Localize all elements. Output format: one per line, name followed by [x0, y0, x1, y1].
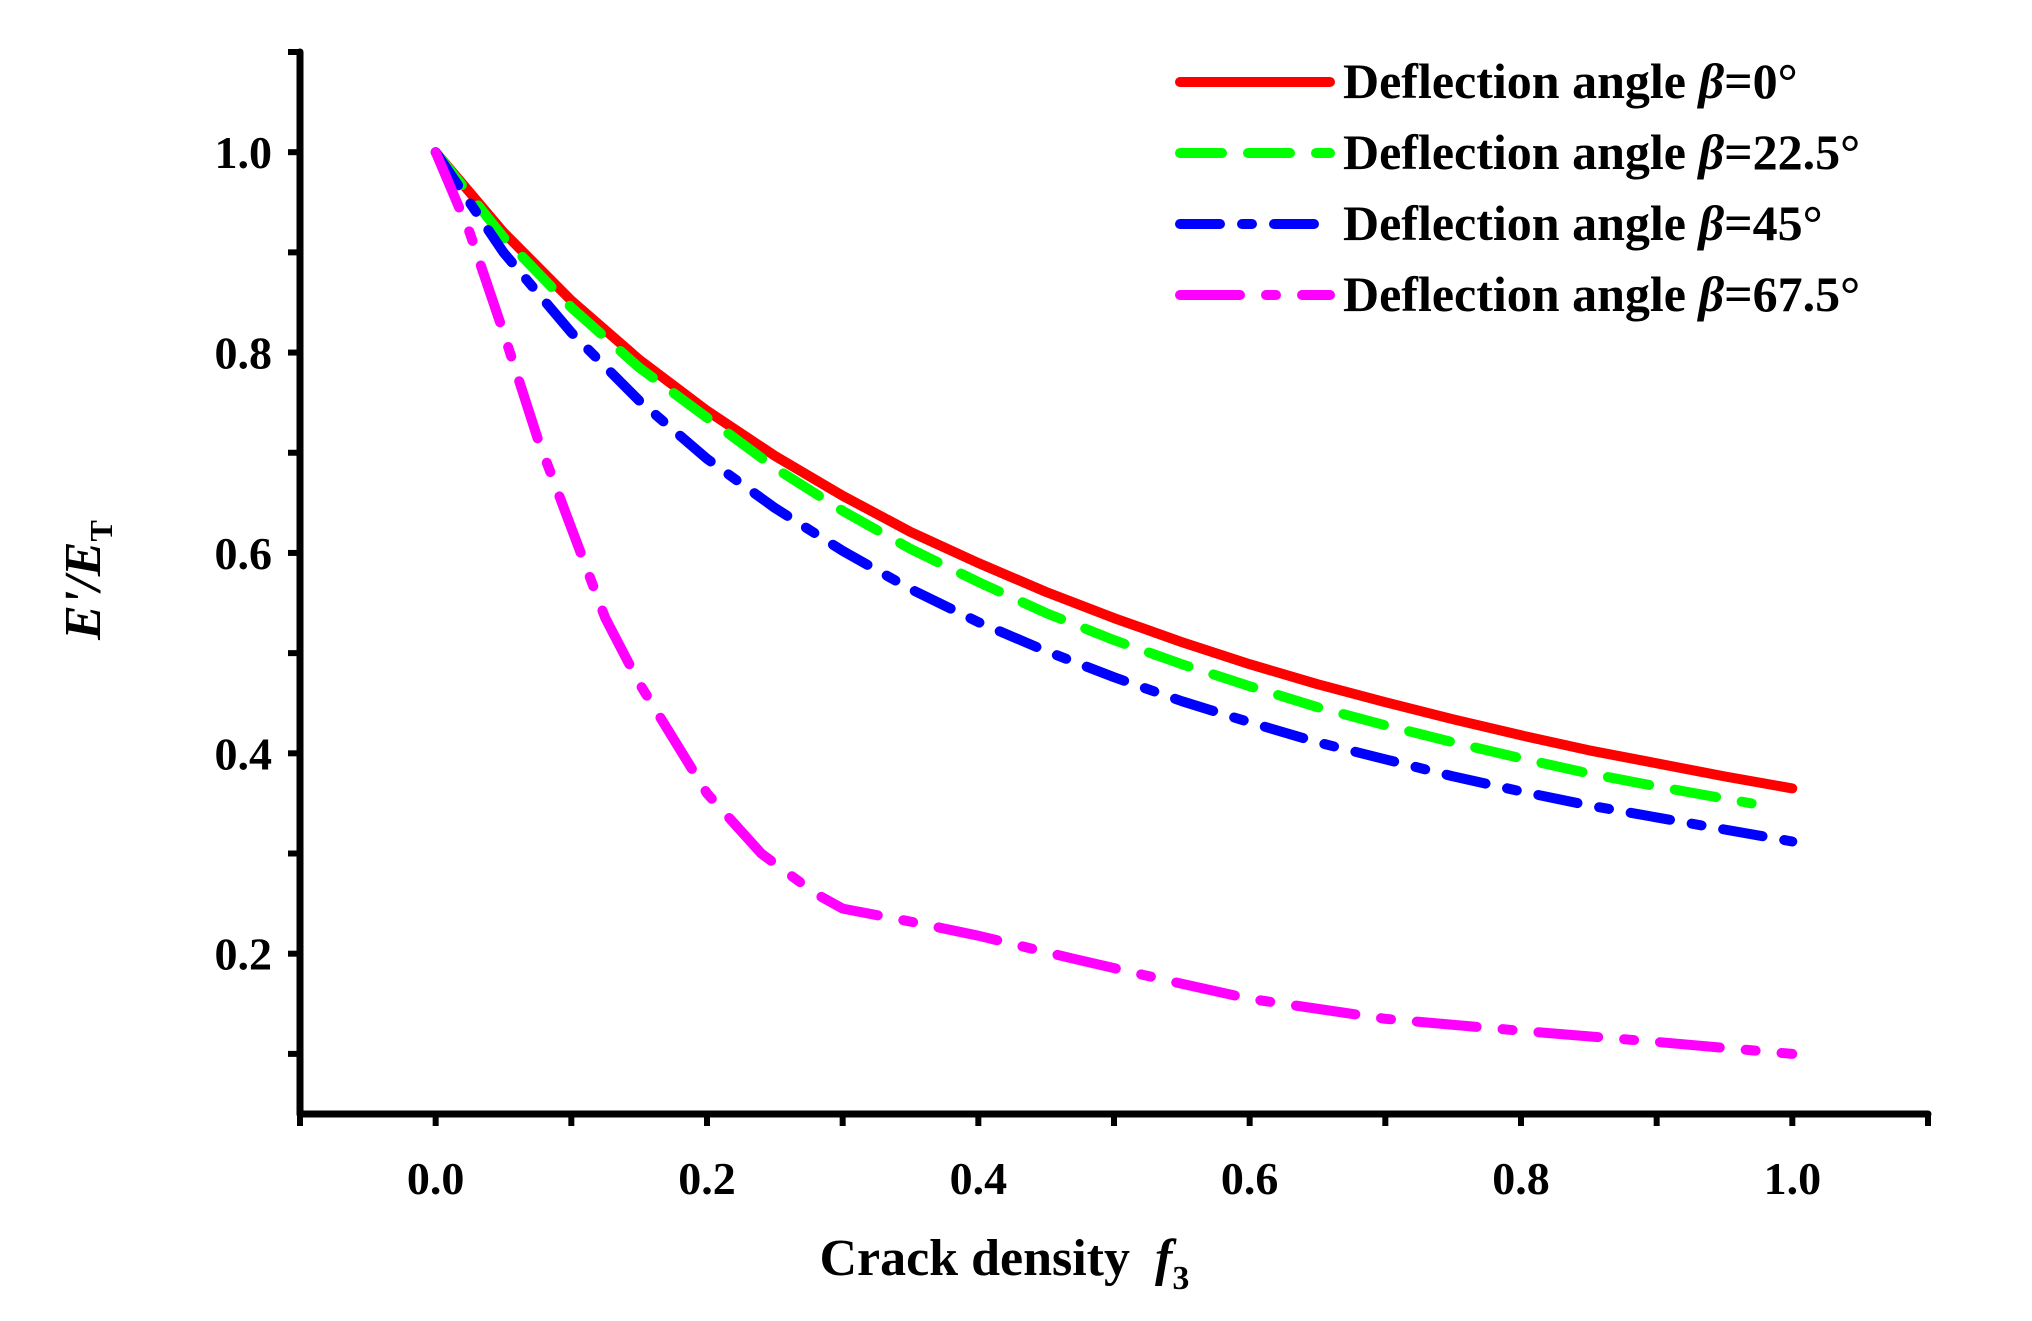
x-tick-label: 0.4: [950, 1153, 1008, 1204]
legend-label-1: Deflection angle β=22.5°: [1343, 124, 1860, 180]
legend-label-0: Deflection angle β=0°: [1343, 53, 1798, 109]
y-tick-label: 0.6: [215, 528, 273, 579]
x-tick-label: 0.6: [1221, 1153, 1279, 1204]
series-line-2: [430, 147, 1798, 847]
legend-label-3: Deflection angle β=67.5°: [1343, 266, 1860, 322]
series-line-3: [430, 147, 1798, 1059]
series-line-0: [430, 147, 1798, 794]
y-axis-label: E'/ET: [55, 520, 119, 641]
axes: 0.0 0.2 0.4 0.6 0.8 1.0 0.2 0.4 0.6 0.8 1.0: [215, 48, 1932, 1204]
series-line-1: [430, 147, 1757, 809]
x-axis-label-variable: f3: [1155, 1230, 1189, 1297]
legend: Deflection angle β=0° Deflection angle β=…: [1175, 53, 1860, 322]
x-tick-label: 0.0: [407, 1153, 465, 1204]
x-axis-label: Crack density: [819, 1230, 1130, 1287]
plot-area: [430, 147, 1798, 1059]
y-tick-label: 0.2: [215, 929, 273, 980]
x-tick-label: 0.8: [1492, 1153, 1550, 1204]
y-tick-label: 0.8: [215, 328, 273, 379]
legend-label-2: Deflection angle β=45°: [1343, 195, 1823, 251]
x-tick-label: 0.2: [678, 1153, 736, 1204]
y-tick-label: 0.4: [215, 728, 273, 779]
y-tick-label: 1.0: [215, 127, 273, 178]
x-tick-label: 1.0: [1764, 1153, 1822, 1204]
